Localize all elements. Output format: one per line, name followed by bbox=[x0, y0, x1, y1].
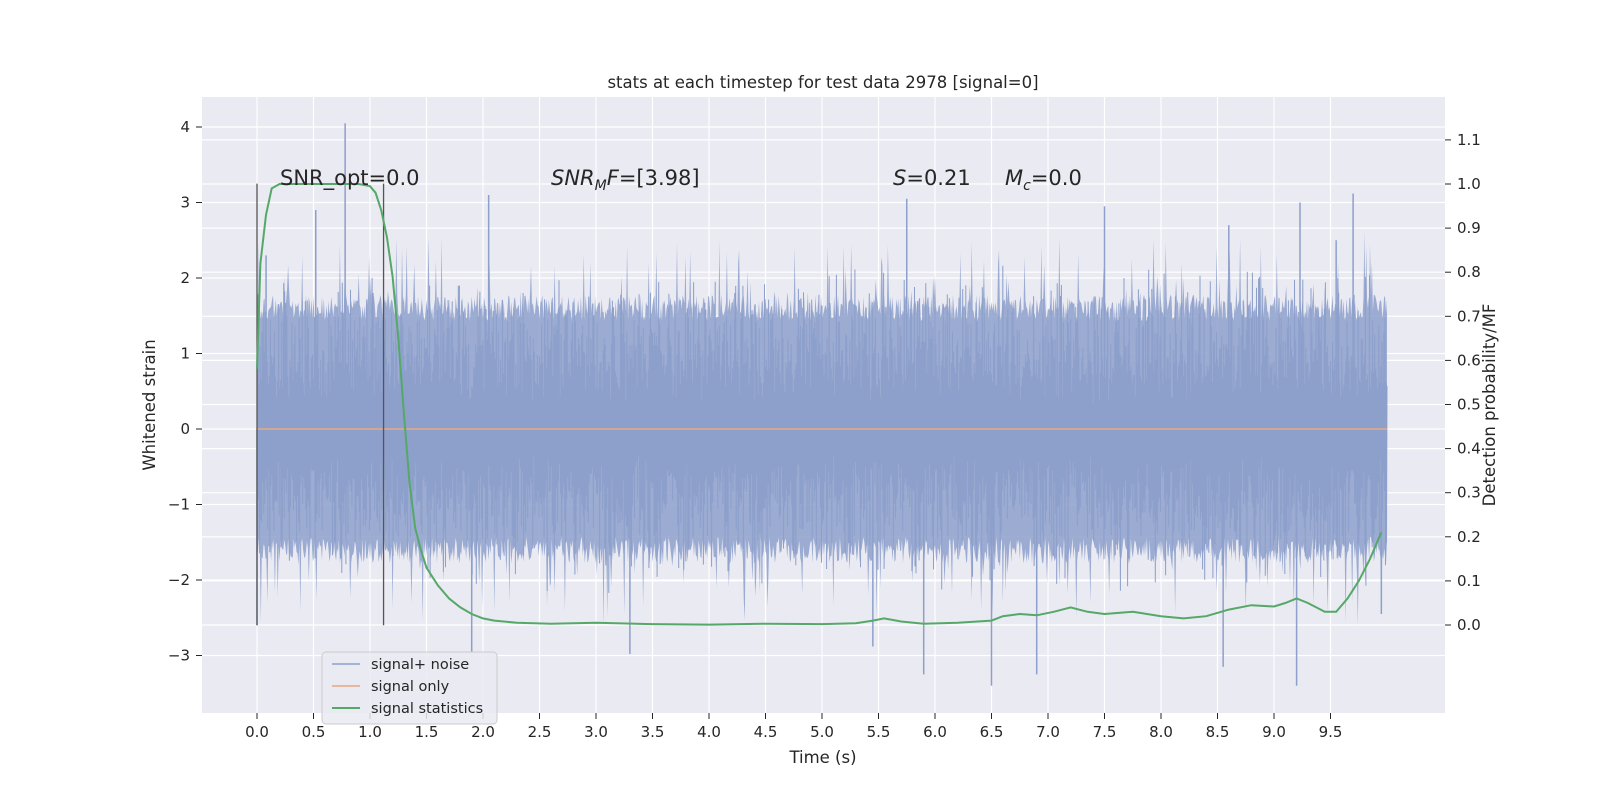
x-tick-label: 0.5 bbox=[302, 723, 326, 741]
x-tick-label: 2.0 bbox=[471, 723, 495, 741]
x-tick-label: 9.0 bbox=[1262, 723, 1286, 741]
x-tick-label: 6.0 bbox=[923, 723, 947, 741]
mc-symbol: M bbox=[1005, 166, 1023, 190]
right-y-tick-label: 1.1 bbox=[1457, 131, 1481, 149]
snr-mf-subscript: M bbox=[595, 178, 607, 194]
x-tick-label: 4.5 bbox=[754, 723, 778, 741]
right-y-axis-ticks: 0.0 0.1 0.2 0.3 0.4 0.5 0.6 0.7 0.8 0.9 1.0 1.1 bbox=[1445, 131, 1481, 634]
right-y-tick-label: 0.2 bbox=[1457, 528, 1481, 546]
signal-statistics-series bbox=[256, 183, 1383, 626]
right-y-tick-label: 0.9 bbox=[1457, 219, 1481, 237]
snr-mf-symbol: SNR bbox=[551, 166, 595, 190]
x-tick-label: 3.0 bbox=[584, 723, 608, 741]
x-tick-label: 5.0 bbox=[810, 723, 834, 741]
legend-box bbox=[321, 651, 498, 725]
right-y-tick-label: 1.0 bbox=[1457, 175, 1481, 193]
s-value: =0.21 bbox=[906, 166, 970, 190]
mc-subscript: c bbox=[1023, 178, 1031, 194]
y-tick-label: 2 bbox=[180, 269, 190, 287]
window-markers bbox=[256, 183, 385, 626]
snr-mf-f: F bbox=[607, 166, 620, 190]
mc-value: =0.0 bbox=[1031, 166, 1082, 190]
y-tick-label: −3 bbox=[168, 647, 190, 665]
snr-mf-annotation: SNRMF=[3.98] bbox=[551, 166, 700, 194]
right-y-tick-label: 0.8 bbox=[1457, 263, 1481, 281]
y-tick-label: −1 bbox=[168, 496, 190, 514]
x-tick-label: 7.0 bbox=[1036, 723, 1060, 741]
legend: signal+ noise signal only signal statist… bbox=[321, 651, 498, 725]
y-tick-label: 0 bbox=[180, 420, 190, 438]
y-tick-label: 3 bbox=[180, 194, 190, 212]
x-tick-label: 1.5 bbox=[415, 723, 439, 741]
x-tick-label: 5.5 bbox=[867, 723, 891, 741]
x-tick-label: 2.5 bbox=[528, 723, 552, 741]
s-annotation: S=0.21 bbox=[893, 166, 971, 190]
right-y-tick-label: 0.1 bbox=[1457, 572, 1481, 590]
x-tick-label: 1.0 bbox=[358, 723, 382, 741]
x-tick-label: 9.5 bbox=[1319, 723, 1343, 741]
s-symbol: S bbox=[893, 166, 906, 190]
x-tick-label: 0.0 bbox=[245, 723, 269, 741]
right-y-tick-label: 0.4 bbox=[1457, 440, 1481, 458]
right-y-axis-label: Detection probability/MF bbox=[1480, 304, 1499, 507]
y-tick-label: 4 bbox=[180, 118, 190, 136]
chart-title: stats at each timestep for test data 297… bbox=[607, 73, 1038, 92]
right-y-tick-label: 0.3 bbox=[1457, 484, 1481, 502]
x-axis-label: Time (s) bbox=[788, 748, 856, 767]
legend-label-signal: signal only bbox=[371, 679, 450, 695]
right-y-tick-label: 0.6 bbox=[1457, 351, 1481, 369]
right-y-tick-label: 0.0 bbox=[1457, 616, 1481, 634]
y-tick-label: −2 bbox=[168, 571, 190, 589]
x-axis-ticks: 0.0 0.5 1.0 1.5 2.0 2.5 3.0 3.5 4.0 4.5 5.0 5.5 6.0 6… bbox=[245, 713, 1342, 741]
mc-annotation: Mc=0.0 bbox=[1005, 166, 1082, 194]
y-axis-ticks: 4 3 2 1 0 −1 −2 −3 bbox=[168, 118, 202, 665]
x-tick-label: 6.5 bbox=[980, 723, 1004, 741]
x-tick-label: 8.5 bbox=[1206, 723, 1230, 741]
x-tick-label: 3.5 bbox=[641, 723, 665, 741]
right-y-tick-label: 0.7 bbox=[1457, 307, 1481, 325]
y-axis-label: Whitened strain bbox=[140, 339, 159, 470]
x-tick-label: 7.5 bbox=[1093, 723, 1117, 741]
legend-label-stats: signal statistics bbox=[371, 701, 483, 717]
x-tick-label: 8.0 bbox=[1149, 723, 1173, 741]
y-tick-label: 1 bbox=[180, 345, 190, 363]
x-tick-label: 4.0 bbox=[697, 723, 721, 741]
snr-mf-value: =[3.98] bbox=[619, 166, 700, 190]
snr-opt-annotation: SNR_opt=0.0 bbox=[280, 166, 420, 191]
right-y-tick-label: 0.5 bbox=[1457, 396, 1481, 414]
noise-series bbox=[256, 265, 1388, 593]
legend-label-noise: signal+ noise bbox=[371, 657, 469, 673]
